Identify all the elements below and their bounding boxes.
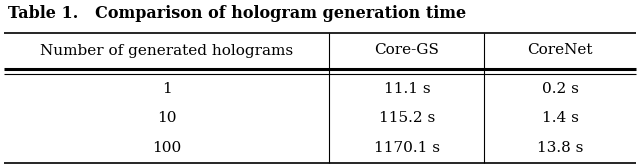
Text: CoreNet: CoreNet: [527, 44, 593, 57]
Text: Number of generated holograms: Number of generated holograms: [40, 44, 293, 57]
Text: Table 1.   Comparison of hologram generation time: Table 1. Comparison of hologram generati…: [8, 5, 466, 22]
Text: 1.4 s: 1.4 s: [541, 112, 579, 125]
Text: 13.8 s: 13.8 s: [537, 141, 583, 155]
Text: 1170.1 s: 1170.1 s: [374, 141, 440, 155]
Text: 100: 100: [152, 141, 181, 155]
Text: 11.1 s: 11.1 s: [383, 82, 430, 96]
Text: 10: 10: [157, 112, 177, 125]
Text: Core-GS: Core-GS: [374, 44, 439, 57]
Text: 1: 1: [162, 82, 172, 96]
Text: 115.2 s: 115.2 s: [379, 112, 435, 125]
Text: 0.2 s: 0.2 s: [541, 82, 579, 96]
